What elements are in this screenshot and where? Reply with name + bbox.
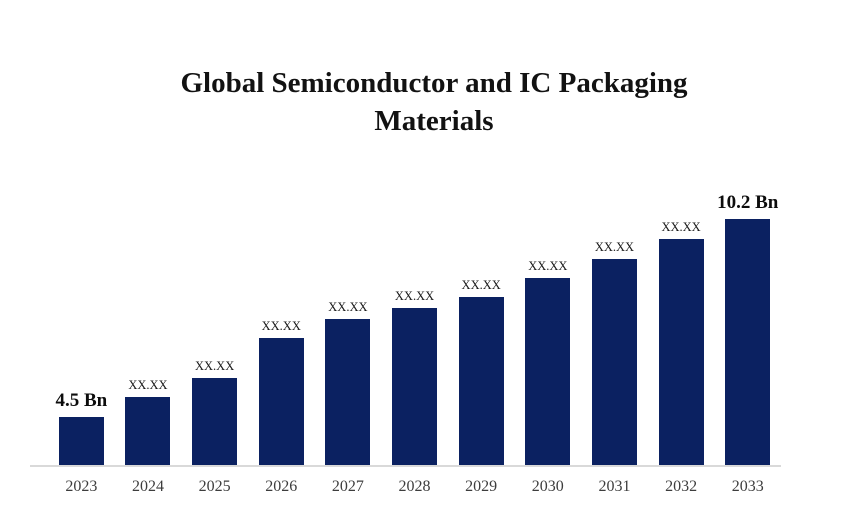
x-axis-tick-label: 2025 [198,478,231,495]
bar-2032 [658,239,704,466]
bars-row: 4.5 Bn XX.XX XX.XX XX.XX XX.XX XX.XX [48,191,781,466]
x-axis-tick-label: 2028 [398,478,431,495]
bar-value-label: XX.XX [261,319,301,333]
x-axis-tick-label: 2023 [65,478,98,495]
x-axis-line [30,465,781,467]
bar-value-label: XX.XX [661,220,701,234]
bar-value-label: XX.XX [194,359,235,373]
bar-value-label: XX.XX [528,259,568,273]
bar-value-label: XX.XX [328,300,368,314]
x-axis-tick-label: 2032 [665,478,698,495]
x-axis-tick-label: 2033 [731,478,764,495]
bar-value-label: 10.2 Bn [717,192,779,213]
bar-2030 [525,278,571,466]
bar-column-2026: XX.XX [248,318,315,466]
bar-2027 [325,319,371,466]
x-axis-tick-label: 2026 [265,478,298,495]
bar-column-2033: 10.2 Bn [714,191,781,466]
bar-2026 [258,338,304,466]
bar-column-2032: XX.XX [648,219,715,466]
bar-column-2031: XX.XX [581,239,648,466]
bar-column-2023: 4.5 Bn [48,389,115,466]
bar-column-2030: XX.XX [514,258,581,466]
x-axis-tick-label: 2030 [531,478,564,495]
bar-2033 [725,219,771,466]
x-axis-tick-label: 2027 [331,478,364,495]
bar-value-label: 4.5 Bn [55,390,108,411]
bar-value-label: XX.XX [394,289,435,303]
bar-value-label: XX.XX [128,378,168,392]
chart-title: Global Semiconductor and IC Packaging Ma… [180,67,688,137]
bar-value-label: XX.XX [461,278,501,292]
bar-2024 [125,397,171,466]
bar-column-2029: XX.XX [448,277,515,466]
x-axis-tick-label: 2024 [131,478,164,495]
bar-column-2027: XX.XX [315,299,382,466]
x-axis-tick-label: 2029 [465,478,498,495]
bar-2029 [458,297,504,466]
bar-column-2025: XX.XX [181,358,248,466]
bar-2031 [591,259,637,466]
bar-column-2024: XX.XX [115,377,182,466]
bar-value-label: XX.XX [594,240,635,254]
bar-2025 [192,378,238,466]
bar-2028 [392,308,438,466]
x-axis-labels-row: 2023 2024 2025 2026 2027 2028 2029 2030 … [48,476,781,497]
bar-column-2028: XX.XX [381,288,448,466]
x-axis-tick-label: 2031 [598,478,631,495]
bar-2023 [58,417,104,466]
